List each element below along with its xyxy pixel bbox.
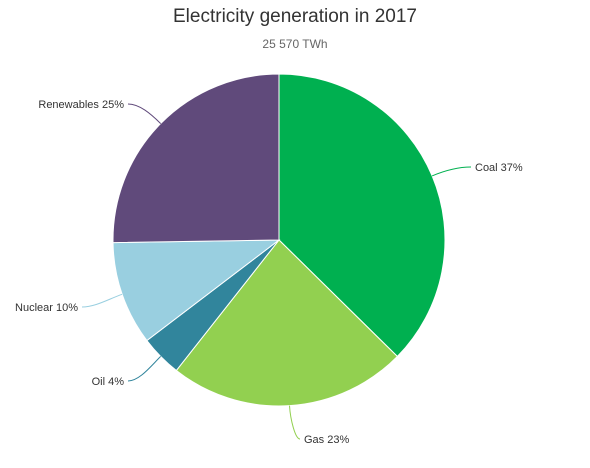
connector-renewables [127, 103, 162, 124]
pie-slice-coal[interactable] [278, 73, 446, 358]
slice-label-nuclear: Nuclear 10% [15, 302, 78, 314]
connector-coal [431, 166, 472, 177]
connector-gas [289, 405, 301, 440]
slice-label-renewables: Renewables 25% [38, 99, 124, 111]
pie-slice-renewables[interactable] [112, 73, 280, 244]
connector-nuclear [81, 293, 123, 308]
pie-slices [112, 73, 446, 407]
label-connectors [81, 103, 472, 440]
slice-label-coal: Coal 37% [475, 162, 523, 174]
chart-title: Electricity generation in 2017 [173, 6, 417, 27]
slice-labels: Coal 37% Gas 23% Oil 4% Nuclear 10% Renewabl… [15, 99, 523, 446]
slice-label-oil: Oil 4% [92, 376, 125, 388]
slice-label-gas: Gas 23% [304, 434, 349, 446]
pie-slice-gas[interactable] [175, 239, 399, 407]
connector-oil [127, 356, 162, 382]
pie-slice-nuclear[interactable] [112, 239, 281, 342]
chart-subtitle: 25 570 TWh [262, 37, 328, 51]
